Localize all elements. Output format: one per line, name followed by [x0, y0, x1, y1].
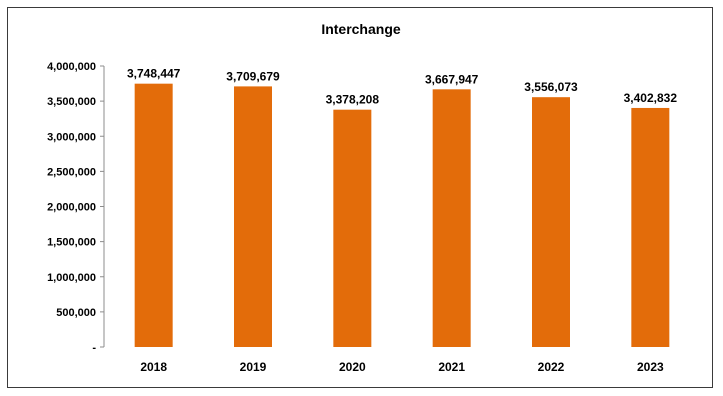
y-tick-label: 1,500,000	[47, 237, 96, 249]
x-tick-label-2019: 2019	[240, 360, 267, 374]
x-tick-label-2021: 2021	[438, 360, 465, 374]
bar-2020	[333, 109, 372, 348]
y-tick-label: 2,000,000	[47, 202, 96, 214]
data-label-2021: 3,667,947	[425, 72, 479, 86]
x-tick-label-2023: 2023	[637, 360, 664, 374]
chart-title: Interchange	[321, 21, 401, 37]
data-label-2023: 3,402,832	[624, 91, 678, 105]
data-label-2018: 3,748,447	[127, 67, 181, 81]
axis-layer: - 500,000 1,000,000 1,500,000 2,000,000 2,500…	[47, 61, 105, 354]
bar-2023	[631, 107, 670, 347]
data-label-2020: 3,378,208	[326, 93, 380, 107]
y-tick-label: 3,000,000	[47, 131, 96, 143]
bars-layer	[134, 83, 670, 348]
y-tick-label: 2,500,000	[47, 166, 96, 178]
data-label-2019: 3,709,679	[226, 69, 280, 83]
x-tick-label-2022: 2022	[538, 360, 565, 374]
y-tick-label: 4,000,000	[47, 61, 96, 73]
y-tick-label: 1,000,000	[47, 272, 96, 284]
x-tick-label-2020: 2020	[339, 360, 366, 374]
bar-2018	[134, 83, 173, 347]
labels-layer: 3,748,447 2018 3,709,679 2019 3,378,208 2020 3…	[127, 67, 677, 374]
bar-2019	[234, 86, 272, 347]
y-tick-label: 3,500,000	[47, 96, 96, 108]
data-label-2022: 3,556,073	[524, 80, 578, 94]
y-tick-label: 500,000	[56, 307, 96, 319]
bar-2021	[432, 89, 471, 347]
x-tick-label-2018: 2018	[140, 360, 167, 374]
y-tick-label: -	[92, 342, 96, 354]
bar-2022	[532, 97, 570, 347]
